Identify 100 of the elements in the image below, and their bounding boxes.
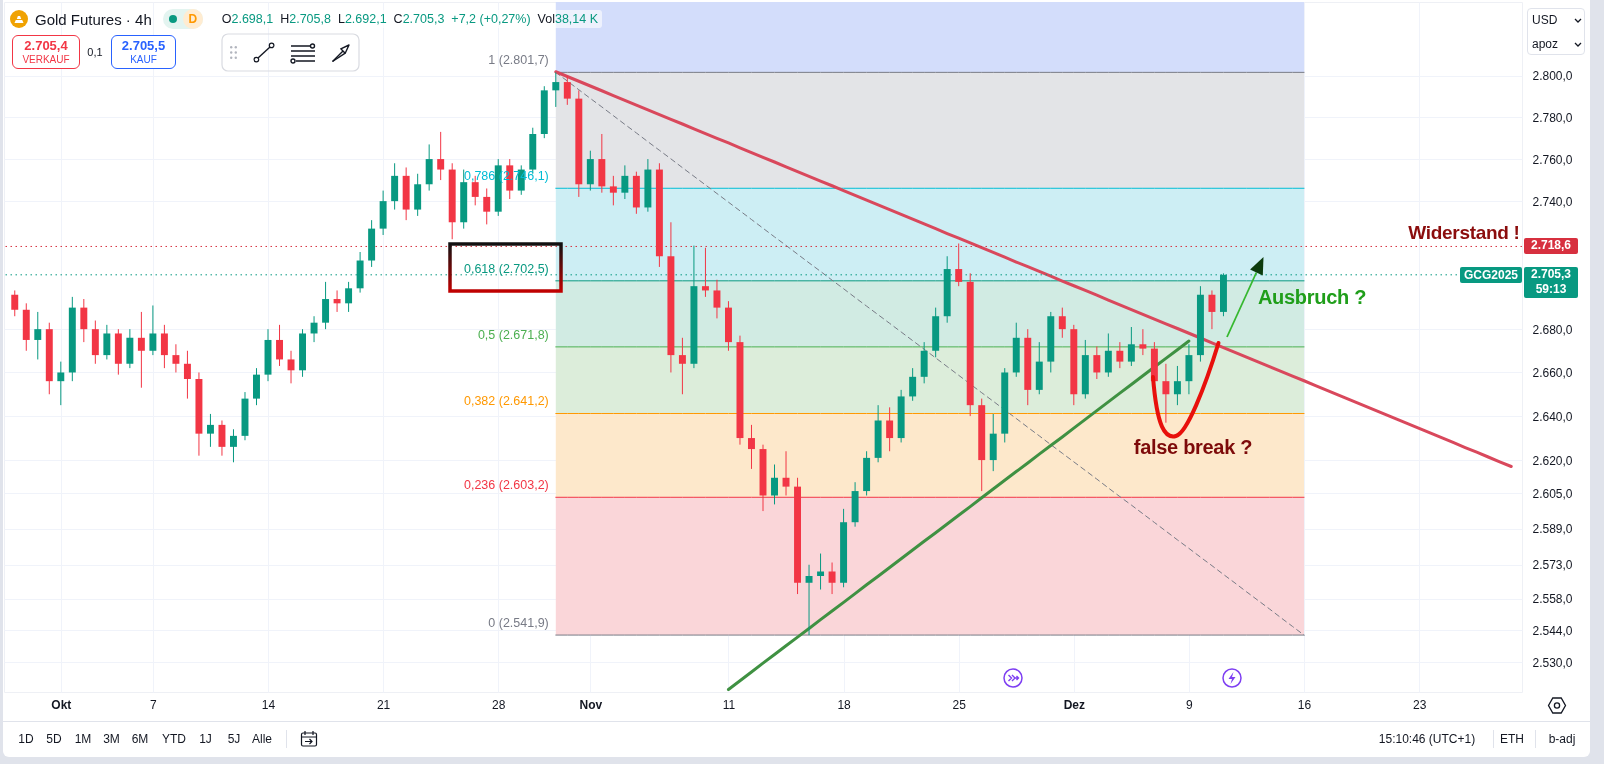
y-tick-label: 2.589,0 [1532, 522, 1573, 537]
candlestick [333, 289, 341, 313]
y-tick-label: 2.605,0 [1532, 486, 1573, 501]
annotation: Widerstand ! [1408, 222, 1520, 244]
candlestick [1173, 365, 1181, 406]
candlestick [817, 553, 825, 591]
series-label: 0,236 (2.603,2) [464, 478, 549, 493]
candlestick [322, 281, 330, 330]
candlestick [955, 242, 963, 287]
annotation: 38,14 K [554, 12, 599, 26]
y-tick-label: 2.620,0 [1532, 453, 1573, 468]
candlestick [483, 187, 491, 225]
candlestick [1116, 341, 1124, 369]
annotation: 2.692,1 [344, 12, 387, 26]
text: 6M [131, 732, 149, 746]
y-tick-label: 2.760,0 [1532, 152, 1573, 167]
x-tick-label: 14 [261, 697, 276, 712]
candlestick [310, 315, 318, 343]
annotation: 2.698,1 [231, 12, 274, 26]
y-tick-label: 2.558,0 [1532, 592, 1573, 607]
candlestick [345, 281, 353, 313]
candlestick [805, 564, 813, 636]
candlestick [287, 350, 295, 384]
candlestick [552, 71, 560, 108]
candlestick [609, 175, 617, 206]
annotation: C [393, 12, 403, 26]
text: Gold Futures · 4h [35, 10, 152, 28]
series-label: 0,5 (2.671,8) [477, 327, 549, 342]
series-label: 0 (2.541,9) [488, 616, 549, 631]
series-label: 0,618 (2.702,5) [464, 261, 549, 276]
text: 3M [103, 732, 120, 746]
x-tick-label: Okt [51, 697, 72, 712]
text: ETH [1500, 732, 1524, 746]
text: apoz [1532, 37, 1559, 51]
x-tick-label: 16 [1297, 697, 1312, 712]
x-tick-label: 7 [150, 697, 158, 712]
annotation: 2.705,5 [121, 37, 166, 54]
candlestick [771, 464, 778, 505]
x-tick-label: 28 [492, 697, 506, 712]
x-tick-label: 25 [952, 697, 967, 712]
candlestick [206, 413, 214, 448]
price-tag: 2.718,6 [1524, 238, 1578, 255]
candlestick [701, 247, 709, 298]
candlestick [1162, 363, 1170, 424]
annotation: VERKAUF [22, 53, 70, 66]
candlestick [1127, 326, 1135, 367]
candlestick [1093, 345, 1101, 380]
annotation: D [182, 9, 203, 29]
sell-button: 2.705,4 VERKAUF [12, 35, 80, 69]
candlestick [713, 279, 721, 319]
x-tick-label: 18 [837, 697, 852, 712]
y-tick-label: 2.640,0 [1532, 409, 1573, 424]
price-tag: 2.705,3 59:13 [1524, 266, 1578, 298]
annotation: Ausbruch ? [1257, 285, 1367, 309]
series-label: 0,382 (2.641,2) [464, 394, 549, 409]
text: 5D [46, 732, 62, 746]
annotation: L [337, 12, 345, 26]
text: 1D [18, 732, 34, 746]
x-tick-label: 23 [1412, 697, 1427, 712]
candlestick [437, 131, 445, 181]
candlestick [886, 406, 894, 452]
candlestick [149, 304, 157, 356]
candlestick [137, 311, 145, 389]
x-tick-label: Dez [1063, 697, 1085, 712]
candlestick [230, 428, 237, 463]
annotation: H [280, 12, 290, 26]
candlestick [276, 324, 283, 367]
candlestick [218, 420, 226, 457]
x-tick-label: Nov [579, 697, 603, 712]
x-tick-label: 9 [1186, 697, 1194, 712]
annotation: Vol [537, 12, 555, 26]
buy-button: 2.705,5 KAUF [111, 35, 176, 69]
text: b-adj [1548, 732, 1576, 746]
candlestick [253, 367, 260, 406]
candlestick [160, 324, 168, 369]
candlestick [172, 343, 180, 373]
candlestick [621, 164, 629, 200]
text: YTD [162, 732, 186, 746]
y-tick-label: 2.780,0 [1532, 110, 1573, 125]
text: 1J [199, 732, 212, 746]
annotation: false break ? [1133, 435, 1253, 459]
y-tick-label: 2.573,0 [1532, 558, 1573, 573]
candlestick [563, 75, 571, 106]
candlestick [57, 361, 65, 406]
text: 1M [74, 732, 92, 746]
candlestick [1139, 328, 1147, 356]
candlestick [103, 324, 111, 360]
annotation: KAUF [130, 53, 157, 66]
annotation: 2.705,4 [24, 37, 68, 54]
text: USD [1532, 13, 1558, 27]
candlestick [34, 311, 42, 360]
series-label: 1 (2.801,7) [488, 53, 549, 68]
text: Alle [251, 732, 273, 746]
candlestick [80, 298, 88, 343]
candlestick [1058, 307, 1066, 339]
y-tick-label: 2.800,0 [1532, 69, 1573, 84]
candlestick [1104, 332, 1112, 378]
x-tick-label: 21 [376, 697, 391, 712]
candlestick [748, 424, 755, 470]
x-tick-label: 11 [722, 697, 736, 712]
